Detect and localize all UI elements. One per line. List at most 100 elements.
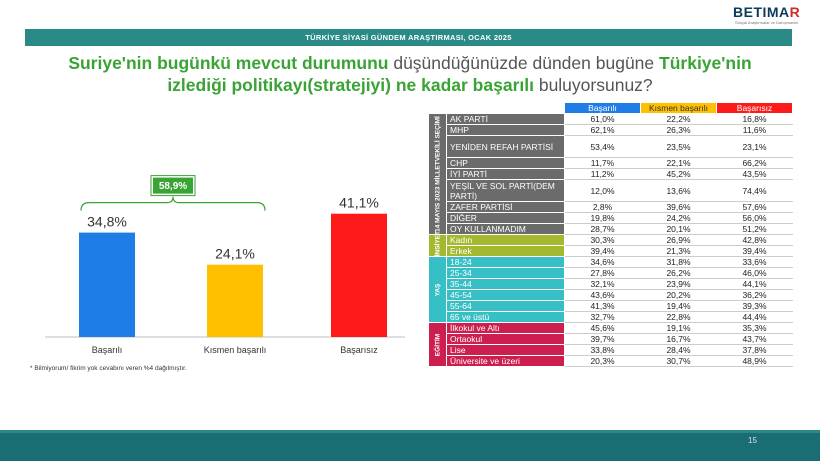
- row-label: Erkek: [446, 245, 565, 257]
- value-cell: 43,5%: [716, 168, 793, 180]
- value-cell: 28,4%: [640, 344, 717, 356]
- value-cell: 36,2%: [716, 289, 793, 301]
- value-cell: 30,7%: [640, 355, 717, 367]
- category-label: Kısmen başarılı: [204, 345, 267, 355]
- logo-wordmark: BETIMAR: [733, 4, 801, 20]
- value-cell: 30,3%: [564, 234, 641, 246]
- value-cell: 21,3%: [640, 245, 717, 257]
- value-cell: 45,6%: [564, 322, 641, 334]
- table-header-cell: Başarısız: [716, 102, 793, 114]
- table-row: 35-44 32,1% 23,9% 44,1%: [429, 278, 793, 290]
- row-label: ZAFER PARTİSİ: [446, 201, 565, 213]
- value-cell: 22,2%: [640, 113, 717, 125]
- value-cell: 37,8%: [716, 344, 793, 356]
- value-cell: 53,4%: [564, 135, 641, 158]
- row-label: YEŞİL VE SOL PARTİ(DEM PARTİ): [446, 179, 565, 202]
- value-cell: 42,8%: [716, 234, 793, 246]
- row-label: 45-54: [446, 289, 565, 301]
- row-label: AK PARTİ: [446, 113, 565, 125]
- value-cell: 62,1%: [564, 124, 641, 136]
- table-row: Erkek 39,4% 21,3% 39,4%: [429, 245, 793, 257]
- table-row: CHP 11,7% 22,1% 66,2%: [429, 157, 793, 169]
- value-cell: 20,3%: [564, 355, 641, 367]
- group-label: 14 MAYIS 2023 MİLLETVEKİLİ SEÇİMİ: [434, 116, 441, 232]
- table-header-cell: Başarılı: [564, 102, 641, 114]
- value-cell: 61,0%: [564, 113, 641, 125]
- value-cell: 46,0%: [716, 267, 793, 279]
- group-label: YAŞ: [434, 283, 441, 296]
- breakdown-table: Başarılı Kısmen başarılı Başarısız 14 MAYIS…: [428, 102, 793, 367]
- value-cell: 19,8%: [564, 212, 641, 224]
- row-label: İlkokul ve Altı: [446, 322, 565, 334]
- value-cell: 22,1%: [640, 157, 717, 169]
- table-row: ZAFER PARTİSİ 2,8% 39,6% 57,6%: [429, 201, 793, 213]
- group-label-cell: EĞİTİM: [428, 322, 447, 367]
- value-cell: 66,2%: [716, 157, 793, 169]
- value-cell: 48,9%: [716, 355, 793, 367]
- row-label: YENİDEN REFAH PARTİSİ: [446, 135, 565, 158]
- category-label: Başarılı: [92, 345, 123, 355]
- row-label: Üniversite ve üzeri: [446, 355, 565, 367]
- row-label: Lise: [446, 344, 565, 356]
- row-label: OY KULLANMADIM: [446, 223, 565, 235]
- value-cell: 35,3%: [716, 322, 793, 334]
- value-cell: 31,8%: [640, 256, 717, 268]
- table-header-cell: Kısmen başarılı: [640, 102, 717, 114]
- table-row: 45-54 43,6% 20,2% 36,2%: [429, 289, 793, 301]
- value-cell: 39,4%: [564, 245, 641, 257]
- value-cell: 44,4%: [716, 311, 793, 323]
- group-label-cell: CİNSİYET: [428, 231, 447, 260]
- table-row: CİNSİYET Kadın 30,3% 26,9% 42,8%: [428, 231, 793, 260]
- row-label: İYİ PARTİ: [446, 168, 565, 180]
- bracket-label-box: [153, 177, 193, 194]
- table-header-spacer: [428, 102, 565, 114]
- row-label: DİĞER: [446, 212, 565, 224]
- value-cell: 20,2%: [640, 289, 717, 301]
- table-row: Ortaokul 39,7% 16,7% 43,7%: [429, 333, 793, 345]
- value-cell: 32,7%: [564, 311, 641, 323]
- value-cell: 20,1%: [640, 223, 717, 235]
- table-row: 55-64 41,3% 19,4% 39,3%: [429, 300, 793, 312]
- bar-chart: 34,8% Başarılı 24,1% Kısmen başarılı 41,1% Ba…: [45, 175, 405, 355]
- value-cell: 24,2%: [640, 212, 717, 224]
- bracket-label: 58,9%: [159, 181, 187, 192]
- footer-divider: [0, 430, 820, 433]
- table-row: İYİ PARTİ 11,2% 45,2% 43,5%: [429, 168, 793, 180]
- table-row: 65 ve üstü 32,7% 22,8% 44,4%: [429, 311, 793, 323]
- category-label: Başarısız: [340, 345, 378, 355]
- value-cell: 13,6%: [640, 179, 717, 202]
- table-row: YAŞ 18-24 34,6% 31,8% 33,6%: [428, 256, 793, 323]
- bar: [79, 232, 135, 337]
- value-cell: 44,1%: [716, 278, 793, 290]
- combined-bracket: [80, 196, 266, 211]
- row-label: Kadın: [446, 234, 565, 246]
- value-cell: 57,6%: [716, 201, 793, 213]
- question-title: Suriye'nin bugünkü mevcut durumunu düşün…: [68, 53, 752, 95]
- value-cell: 33,6%: [716, 256, 793, 268]
- bracket-label-frame: [150, 175, 196, 197]
- value-cell: 27,8%: [564, 267, 641, 279]
- value-cell: 16,8%: [716, 113, 793, 125]
- value-cell: 43,7%: [716, 333, 793, 345]
- table-row: DİĞER 19,8% 24,2% 56,0%: [429, 212, 793, 224]
- group-label-cell: 14 MAYIS 2023 MİLLETVEKİLİ SEÇİMİ: [428, 113, 447, 235]
- betimar-logo: BETIMAR Sosyal Araştırmalar ve Danışmanl…: [733, 4, 815, 28]
- row-label: 18-24: [446, 256, 565, 268]
- value-cell: 34,6%: [564, 256, 641, 268]
- bar: [207, 264, 263, 337]
- value-cell: 22,8%: [640, 311, 717, 323]
- value-cell: 23,1%: [716, 135, 793, 158]
- row-label: 35-44: [446, 278, 565, 290]
- row-label: 65 ve üstü: [446, 311, 565, 323]
- value-cell: 39,6%: [640, 201, 717, 213]
- bar-value-label: 34,8%: [87, 214, 127, 230]
- value-cell: 56,0%: [716, 212, 793, 224]
- table-row: MHP 62,1% 26,3% 11,6%: [429, 124, 793, 136]
- group-label-cell: YAŞ: [428, 256, 447, 323]
- row-label: MHP: [446, 124, 565, 136]
- table-row: YENİDEN REFAH PARTİSİ 53,4% 23,5% 23,1%: [429, 135, 793, 158]
- survey-title-bar: TÜRKİYE SİYASİ GÜNDEM ARAŞTIRMASI, OCAK …: [25, 29, 792, 46]
- table-row: EĞİTİM İlkokul ve Altı 45,6% 19,1% 35,3%: [428, 322, 793, 367]
- bar-value-label: 24,1%: [215, 246, 255, 262]
- row-label: 55-64: [446, 300, 565, 312]
